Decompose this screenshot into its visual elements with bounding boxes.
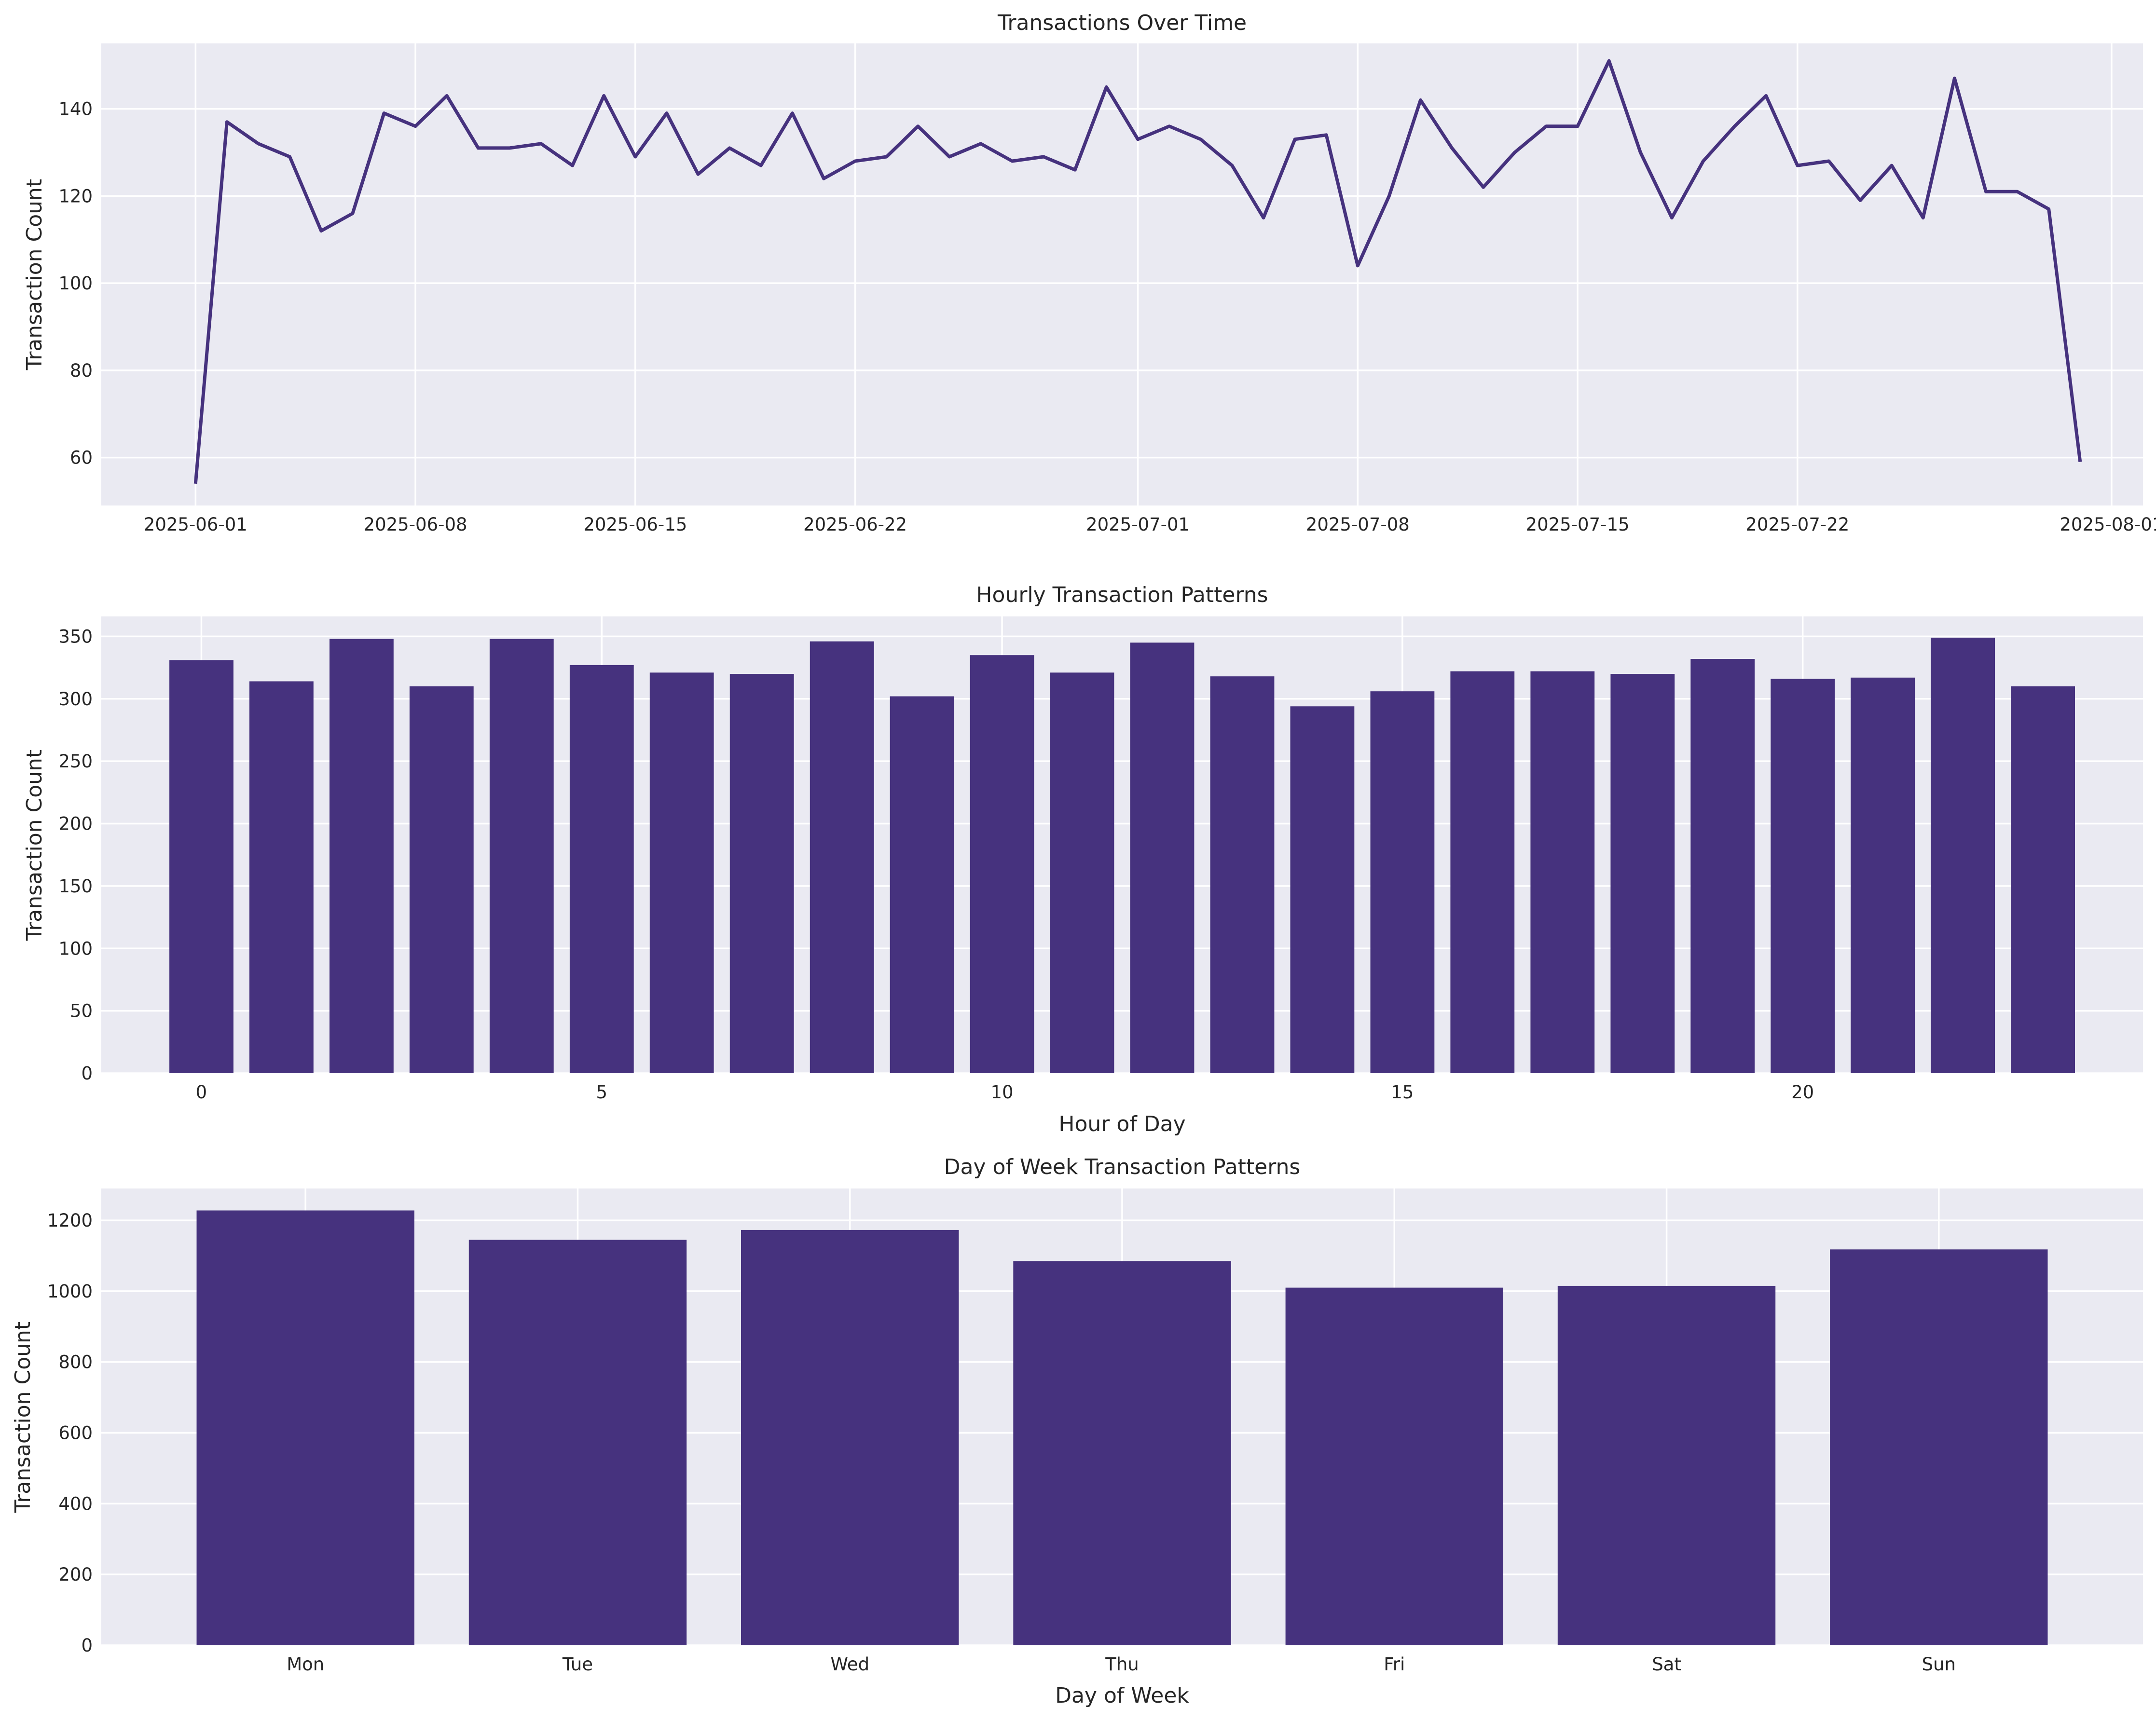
- y-tick-label: 1200: [47, 1210, 93, 1231]
- y-tick-label: 0: [81, 1635, 93, 1656]
- y-tick-label: 80: [70, 360, 93, 381]
- bar: [468, 1240, 687, 1645]
- bar: [169, 660, 233, 1073]
- x-tick-label: 2025-06-22: [803, 514, 907, 535]
- y-tick-label: 200: [58, 1564, 93, 1585]
- bar: [1450, 671, 1515, 1073]
- x-tick-label: Fri: [1384, 1654, 1405, 1675]
- bar: [409, 686, 474, 1073]
- y-tick-label: 0: [81, 1063, 93, 1084]
- chart-title: Day of Week Transaction Patterns: [944, 1155, 1301, 1179]
- y-tick-label: 800: [58, 1352, 93, 1373]
- bar: [729, 674, 794, 1073]
- bar: [1050, 672, 1114, 1073]
- x-tick-label: 0: [196, 1082, 207, 1103]
- y-tick-label: 400: [58, 1493, 93, 1514]
- bar: [810, 641, 874, 1073]
- bar: [1370, 691, 1435, 1073]
- bar: [970, 655, 1034, 1073]
- x-tick-label: 10: [991, 1082, 1014, 1103]
- bar: [1851, 677, 1915, 1073]
- y-tick-label: 1000: [47, 1281, 93, 1302]
- y-tick-label: 100: [58, 273, 93, 294]
- y-tick-label: 60: [70, 448, 93, 468]
- bar: [1557, 1285, 1776, 1645]
- x-tick-label: Wed: [830, 1654, 869, 1675]
- bar: [196, 1210, 414, 1645]
- plot-area: [101, 616, 2143, 1073]
- x-tick-label: 20: [1791, 1082, 1814, 1103]
- bar: [249, 681, 314, 1073]
- tick-labels: 0 50 100 150 200 250 300 350 0 5 10 15 20: [58, 626, 1814, 1103]
- gridlines: [101, 43, 2143, 505]
- x-tick-label: 2025-06-08: [364, 514, 467, 535]
- plot-area: [101, 43, 2143, 505]
- y-tick-label: 350: [58, 626, 93, 647]
- bar-series: [169, 638, 2075, 1073]
- bar: [890, 696, 954, 1073]
- y-tick-label: 50: [70, 1001, 93, 1022]
- tick-labels: 60 80 100 120 140 2025-06-01 2025-06-08 2025-06…: [58, 99, 2156, 535]
- y-axis-label: Transaction Count: [11, 1322, 35, 1513]
- chart-title: Transactions Over Time: [997, 11, 1247, 35]
- x-tick-label: 2025-07-15: [1526, 514, 1630, 535]
- bar: [330, 639, 394, 1073]
- x-axis-label: Day of Week: [1055, 1683, 1189, 1708]
- bar: [1830, 1249, 2048, 1645]
- bar: [1130, 642, 1195, 1073]
- x-tick-label: Thu: [1105, 1654, 1139, 1675]
- x-tick-label: 2025-07-08: [1306, 514, 1410, 535]
- x-tick-label: Sun: [1922, 1654, 1956, 1675]
- bar: [1931, 638, 1995, 1073]
- bar: [489, 639, 554, 1073]
- bar: [2011, 686, 2075, 1073]
- y-axis-label: Transaction Count: [22, 750, 47, 941]
- bar: [1013, 1261, 1231, 1645]
- bar: [741, 1229, 959, 1645]
- line-series-path: [193, 59, 2082, 484]
- bar: [1290, 706, 1355, 1073]
- tick-labels: 0 200 400 600 800 1000 1200 Mon Tue Wed Thu Fri Sat S…: [47, 1210, 1956, 1675]
- bar-series: [196, 1210, 2048, 1645]
- line-series: [193, 59, 2082, 484]
- x-tick-label: 2025-07-22: [1745, 514, 1849, 535]
- y-tick-label: 250: [58, 751, 93, 772]
- day-of-week-transaction-patterns-chart: Day of Week Transaction Patterns 0 200 400…: [11, 1155, 2143, 1708]
- y-tick-label: 120: [58, 186, 93, 206]
- bar: [1530, 671, 1595, 1073]
- bar: [1210, 676, 1275, 1073]
- bar: [1771, 679, 1835, 1073]
- x-tick-label: 2025-06-15: [583, 514, 687, 535]
- x-tick-label: 15: [1391, 1082, 1414, 1103]
- y-tick-label: 200: [58, 814, 93, 834]
- x-tick-label: 2025-08-01: [2060, 514, 2156, 535]
- y-tick-label: 100: [58, 938, 93, 959]
- bar: [649, 672, 714, 1073]
- transactions-over-time-chart: Transactions Over Time 60 80 100 120 140 2025…: [22, 11, 2156, 535]
- x-tick-label: 2025-06-01: [144, 514, 247, 535]
- y-tick-label: 140: [58, 99, 93, 120]
- hourly-transaction-patterns-chart: Hourly Transaction Patterns 050100150200…: [22, 583, 2143, 1136]
- bar: [1285, 1287, 1503, 1645]
- x-tick-label: Tue: [562, 1654, 593, 1675]
- y-tick-label: 600: [58, 1423, 93, 1444]
- x-tick-label: 5: [596, 1082, 607, 1103]
- y-tick-label: 300: [58, 689, 93, 710]
- x-tick-label: Sat: [1652, 1654, 1681, 1675]
- x-tick-label: 2025-07-01: [1086, 514, 1190, 535]
- x-axis-label: Hour of Day: [1058, 1112, 1185, 1136]
- chart-title: Hourly Transaction Patterns: [976, 583, 1268, 607]
- y-axis-label: Transaction Count: [22, 179, 47, 370]
- bar: [1690, 659, 1755, 1073]
- y-tick-label: 150: [58, 876, 93, 897]
- bar: [1610, 674, 1675, 1073]
- x-tick-label: Mon: [287, 1654, 324, 1675]
- bar: [569, 665, 634, 1073]
